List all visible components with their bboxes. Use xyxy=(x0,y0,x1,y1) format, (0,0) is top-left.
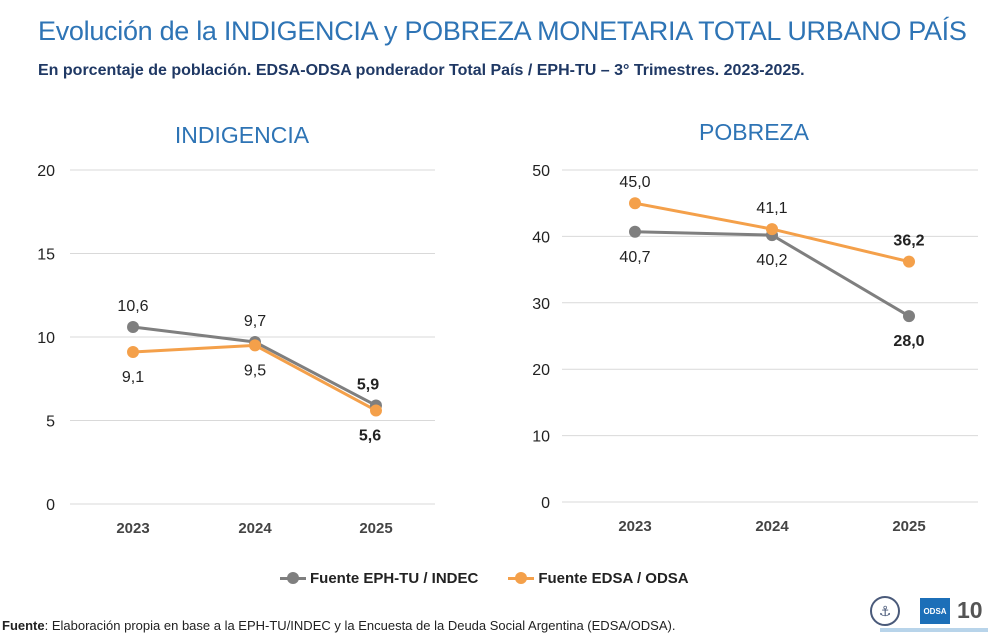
data-label-indigencia-indec-2023: 10,6 xyxy=(117,298,148,315)
data-label-indigencia-indec-2025: 5,9 xyxy=(357,376,379,393)
y-tick-label-indigencia-15: 15 xyxy=(37,247,55,264)
data-point-indigencia-edsa-2023 xyxy=(127,346,139,359)
data-point-pobreza-indec-2023 xyxy=(629,225,641,238)
page-subtitle: En porcentaje de población. EDSA-ODSA po… xyxy=(38,62,805,79)
x-tick-label-pobreza-2025: 2025 xyxy=(892,518,925,535)
y-tick-label-pobreza-0: 0 xyxy=(541,495,550,512)
legend-item-edsa: Fuente EDSA / ODSA xyxy=(508,568,689,588)
legend-swatch-edsa xyxy=(508,568,535,588)
x-tick-label-pobreza-2023: 2023 xyxy=(618,518,651,535)
data-label-pobreza-edsa-2025: 36,2 xyxy=(893,233,924,250)
legend-swatch-indec xyxy=(280,568,306,588)
data-point-pobreza-indec-2025 xyxy=(903,310,915,323)
y-tick-label-pobreza-30: 30 xyxy=(532,296,550,313)
y-tick-label-indigencia-0: 0 xyxy=(46,497,55,514)
source-text: : Elaboración propia en base a la EPH-TU… xyxy=(44,618,676,633)
data-point-pobreza-edsa-2023 xyxy=(629,197,641,210)
y-tick-label-pobreza-50: 50 xyxy=(532,163,550,180)
source-footnote: Fuente: Elaboración propia en base a la … xyxy=(2,618,675,633)
data-label-indigencia-edsa-2023: 9,1 xyxy=(122,369,144,386)
chart-title-pobreza: POBREZA xyxy=(699,119,809,145)
y-tick-label-indigencia-10: 10 xyxy=(37,330,55,347)
university-seal-icon: ⚓ xyxy=(870,596,900,626)
y-tick-label-pobreza-10: 10 xyxy=(532,429,550,446)
source-label: Fuente xyxy=(2,618,45,633)
page-number: 10 xyxy=(957,597,983,623)
y-tick-label-indigencia-5: 5 xyxy=(46,414,55,431)
y-tick-label-pobreza-40: 40 xyxy=(532,229,550,246)
chart-title-indigencia: INDIGENCIA xyxy=(174,122,310,148)
y-tick-label-indigencia-20: 20 xyxy=(37,163,55,180)
legend-label-edsa: Fuente EDSA / ODSA xyxy=(538,569,689,587)
odsa-logo: ODSA xyxy=(920,598,950,624)
page-title: Evolución de la INDIGENCIA y POBREZA MON… xyxy=(38,16,967,46)
y-tick-label-pobreza-20: 20 xyxy=(532,362,550,379)
data-label-indigencia-edsa-2025: 5,6 xyxy=(359,427,381,444)
x-tick-label-pobreza-2024: 2024 xyxy=(755,518,789,535)
data-point-indigencia-edsa-2025 xyxy=(370,404,382,417)
data-label-indigencia-edsa-2024: 9,5 xyxy=(244,362,266,379)
legend: Fuente EPH-TU / INDEC Fuente EDSA / ODSA xyxy=(280,568,689,588)
x-tick-label-indigencia-2023: 2023 xyxy=(116,520,149,537)
legend-item-indec: Fuente EPH-TU / INDEC xyxy=(280,568,478,588)
data-point-indigencia-edsa-2024 xyxy=(249,339,261,352)
data-label-pobreza-edsa-2023: 45,0 xyxy=(619,174,650,191)
data-label-pobreza-edsa-2024: 41,1 xyxy=(756,200,787,217)
x-tick-label-indigencia-2024: 2024 xyxy=(238,520,272,537)
data-label-pobreza-indec-2024: 40,2 xyxy=(756,252,787,269)
data-point-indigencia-indec-2023 xyxy=(127,320,139,333)
data-label-pobreza-indec-2025: 28,0 xyxy=(893,333,924,350)
legend-label-indec: Fuente EPH-TU / INDEC xyxy=(310,569,479,587)
series-line-pobreza-indec xyxy=(634,230,910,318)
data-point-pobreza-edsa-2025 xyxy=(903,255,915,268)
x-tick-label-indigencia-2025: 2025 xyxy=(359,520,392,537)
data-label-indigencia-indec-2024: 9,7 xyxy=(244,313,266,330)
data-point-pobreza-edsa-2024 xyxy=(766,223,778,236)
data-label-pobreza-indec-2023: 40,7 xyxy=(619,249,650,266)
footer-accent-bar xyxy=(880,628,988,632)
